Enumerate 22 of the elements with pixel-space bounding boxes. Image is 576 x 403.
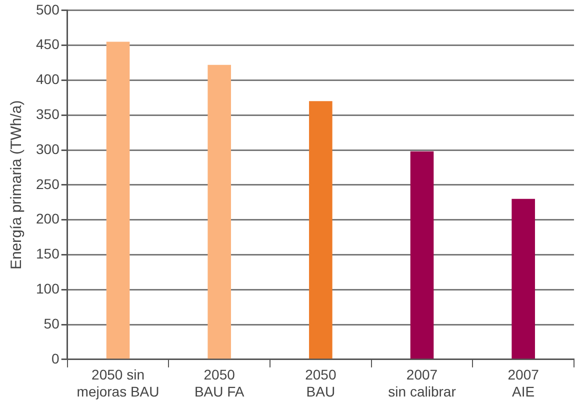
y-tick-label: 250 [36, 176, 60, 192]
x-tick-label: 2050 BAU [305, 366, 336, 400]
y-tick-label: 400 [36, 71, 60, 88]
y-tick-label: 100 [36, 280, 60, 296]
bar [106, 42, 130, 359]
x-tick-label: 2007 AIE [508, 366, 540, 400]
y-tick-label: 50 [44, 315, 60, 332]
y-tick-label: 300 [36, 140, 60, 157]
bar [410, 151, 434, 359]
x-tick-label: 2050 BAU FA [194, 366, 245, 400]
y-tick-label: 200 [36, 210, 60, 227]
y-tick-label: 500 [36, 1, 60, 18]
bar [208, 64, 232, 359]
x-tick-label: 2007 sin calibrar [388, 366, 456, 400]
y-tick-label: 450 [36, 36, 60, 52]
x-tick-label: 2050 sin mejoras BAU [76, 366, 160, 400]
y-tick-label: 350 [36, 106, 60, 122]
y-axis-title: Energía primaria (TWh/a) [8, 100, 26, 270]
y-tick-label: 0 [52, 350, 60, 366]
bar [512, 198, 535, 359]
y-tick-label: 150 [36, 246, 60, 262]
bar [309, 101, 332, 359]
